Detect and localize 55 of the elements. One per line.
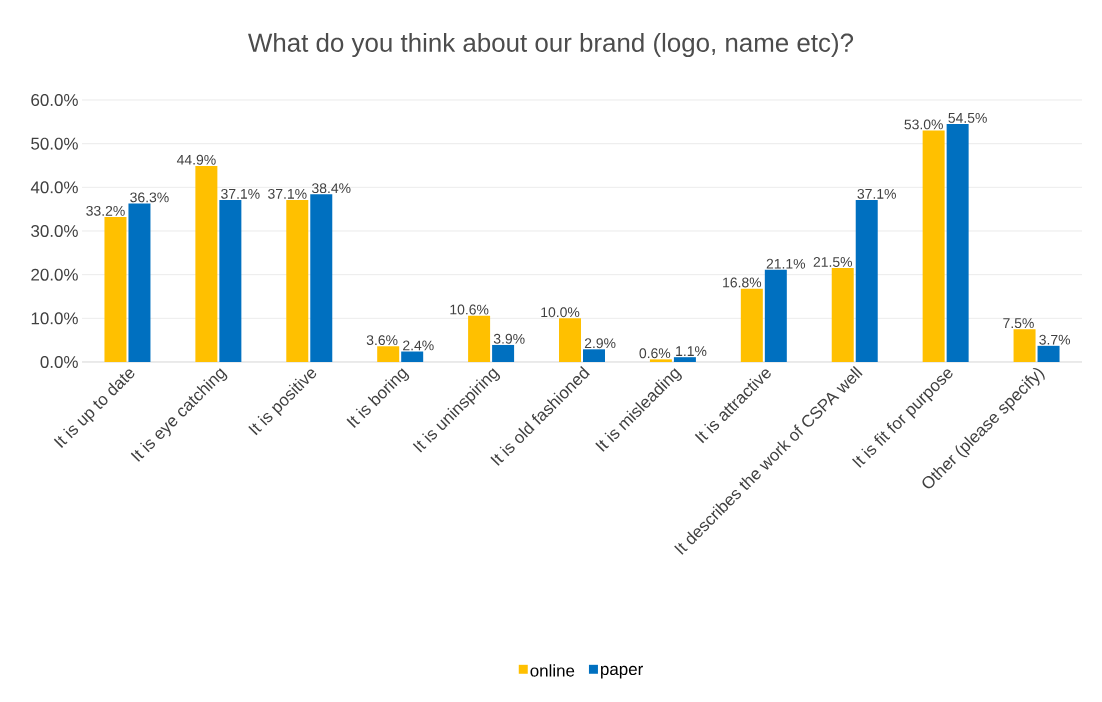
bar <box>1013 329 1036 362</box>
data-label: 7.5% <box>1003 318 1034 329</box>
bar <box>559 318 582 362</box>
data-label: 21.5% <box>813 257 853 267</box>
bar <box>1037 345 1060 362</box>
bar <box>128 203 151 362</box>
bar <box>195 165 218 362</box>
bar <box>673 357 696 362</box>
bar <box>740 288 763 362</box>
chart-title: What do you think about our brand (logo, name etc)? <box>248 32 854 58</box>
data-label: 3.7% <box>1039 334 1071 345</box>
legend-label: online <box>530 664 575 677</box>
bar <box>831 268 854 362</box>
bar <box>468 315 491 362</box>
bar <box>946 124 969 362</box>
bar <box>377 346 400 362</box>
data-label: 3.9% <box>493 333 525 344</box>
data-label: 2.9% <box>584 338 616 349</box>
bar <box>855 199 878 362</box>
bar <box>764 269 787 362</box>
data-label: 10.6% <box>450 304 489 315</box>
data-label: 37.1% <box>268 188 307 199</box>
bar <box>649 359 672 362</box>
bar <box>310 194 333 362</box>
data-label: 1.1% <box>676 346 707 356</box>
bar <box>219 199 242 362</box>
y-tick-label: 50.0% <box>31 137 78 150</box>
y-tick-label: 30.0% <box>31 224 78 237</box>
y-tick-label: 40.0% <box>30 181 78 194</box>
bar <box>104 217 127 362</box>
data-label: 2.4% <box>403 340 434 351</box>
data-label: 16.8% <box>723 277 762 288</box>
bar <box>492 344 515 362</box>
data-label: 33.2% <box>86 205 125 216</box>
data-label: 3.6% <box>366 335 398 346</box>
legend-label: paper <box>601 665 643 679</box>
bar <box>922 130 945 362</box>
y-tick-label: 20.0% <box>31 268 78 281</box>
bar <box>401 351 424 362</box>
y-tick-label: 0.0% <box>40 355 78 368</box>
y-tick-label: 60.0% <box>31 93 78 106</box>
data-label: 36.3% <box>130 192 169 203</box>
bar <box>286 199 309 362</box>
y-tick-label: 10.0% <box>31 312 78 325</box>
x-tick-label: It is up to date <box>53 369 135 448</box>
data-label: 0.6% <box>639 348 671 359</box>
data-label: 38.4% <box>312 183 351 194</box>
data-label: 54.5% <box>948 112 987 123</box>
data-label: 21.1% <box>766 258 806 269</box>
data-label: 44.9% <box>176 154 216 165</box>
data-label: 53.0% <box>904 119 943 130</box>
data-label: 37.1% <box>857 188 896 199</box>
data-label: 10.0% <box>541 307 580 318</box>
bar <box>583 349 605 362</box>
data-label: 37.1% <box>221 188 260 199</box>
